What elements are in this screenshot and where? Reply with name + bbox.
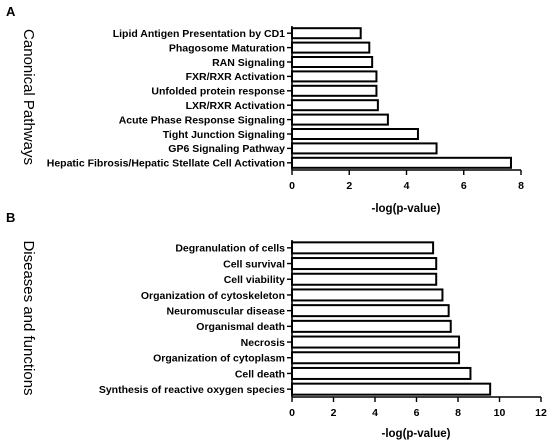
x-tick-label: 0	[289, 180, 295, 192]
bar	[291, 241, 435, 255]
x-tick-label: 12	[535, 407, 547, 419]
x-tick-label: 2	[331, 407, 337, 419]
bar	[291, 70, 378, 83]
category-label: Cell viability	[224, 274, 285, 286]
bar	[291, 56, 374, 68]
panel-b-chart: B Diseases and functions -log(p-value) D…	[6, 210, 547, 440]
bar	[291, 366, 472, 380]
category-label: GP6 Signaling Pathway	[168, 143, 285, 155]
bar	[291, 84, 378, 97]
x-tick-label: 4	[404, 180, 410, 192]
category-label: Organismal death	[196, 321, 285, 333]
bar	[291, 142, 438, 155]
bar	[291, 128, 419, 140]
bar	[291, 319, 452, 333]
category-label: FXR/RXR Activation	[186, 71, 285, 83]
bar	[291, 156, 512, 169]
x-tick-label: 6	[461, 180, 467, 192]
x-tick-label: 6	[414, 407, 420, 419]
panel-a-chart: A Canonical Pathways -log(p-value) Lipid…	[6, 4, 524, 215]
category-label: RAN Signaling	[212, 57, 285, 69]
bar	[291, 257, 438, 271]
panel-b-letter: B	[6, 210, 15, 225]
bar	[291, 272, 438, 286]
bar	[291, 382, 492, 396]
category-label: Hepatic Fibrosis/Hepatic Stellate Cell A…	[47, 158, 285, 170]
panel-b-x-axis-title: -log(p-value)	[382, 428, 451, 440]
x-tick-label: 8	[455, 407, 461, 419]
bar	[291, 288, 444, 302]
x-tick-label: 8	[518, 180, 524, 192]
x-tick-label: 4	[372, 407, 378, 419]
x-tick-label: 0	[289, 407, 295, 419]
bar	[291, 351, 461, 365]
category-label: Tight Junction Signaling	[163, 129, 285, 141]
category-label: Cell survival	[223, 258, 285, 270]
bar	[291, 99, 379, 112]
bar	[291, 113, 389, 126]
category-label: Unfolded protein response	[151, 86, 285, 98]
category-label: Organization of cytoplasm	[153, 353, 285, 365]
x-tick-label: 2	[346, 180, 352, 192]
category-label: Acute Phase Response Signaling	[119, 114, 285, 126]
bar	[291, 304, 450, 318]
category-label: Lipid Antigen Presentation by CD1	[113, 28, 285, 40]
category-label: Neuromuscular disease	[167, 305, 286, 317]
x-tick-label: 10	[494, 407, 506, 419]
bar	[291, 335, 461, 349]
panel-a-letter: A	[6, 4, 16, 19]
category-label: Necrosis	[241, 337, 286, 349]
category-label: LXR/RXR Activation	[186, 100, 285, 112]
bar	[291, 27, 362, 40]
panel-a-x-axis-title: -log(p-value)	[372, 203, 441, 215]
category-label: Organization of cytoskeleton	[141, 290, 285, 302]
panel-a-side-label: Canonical Pathways	[20, 29, 37, 165]
bar	[291, 41, 371, 54]
panel-b-side-label: Diseases and functions	[20, 240, 37, 395]
category-label: Phagosome Maturation	[169, 42, 285, 54]
category-label: Degranulation of cells	[175, 243, 285, 255]
category-label: Synthesis of reactive oxygen species	[99, 384, 285, 396]
category-label: Cell death	[235, 368, 285, 380]
